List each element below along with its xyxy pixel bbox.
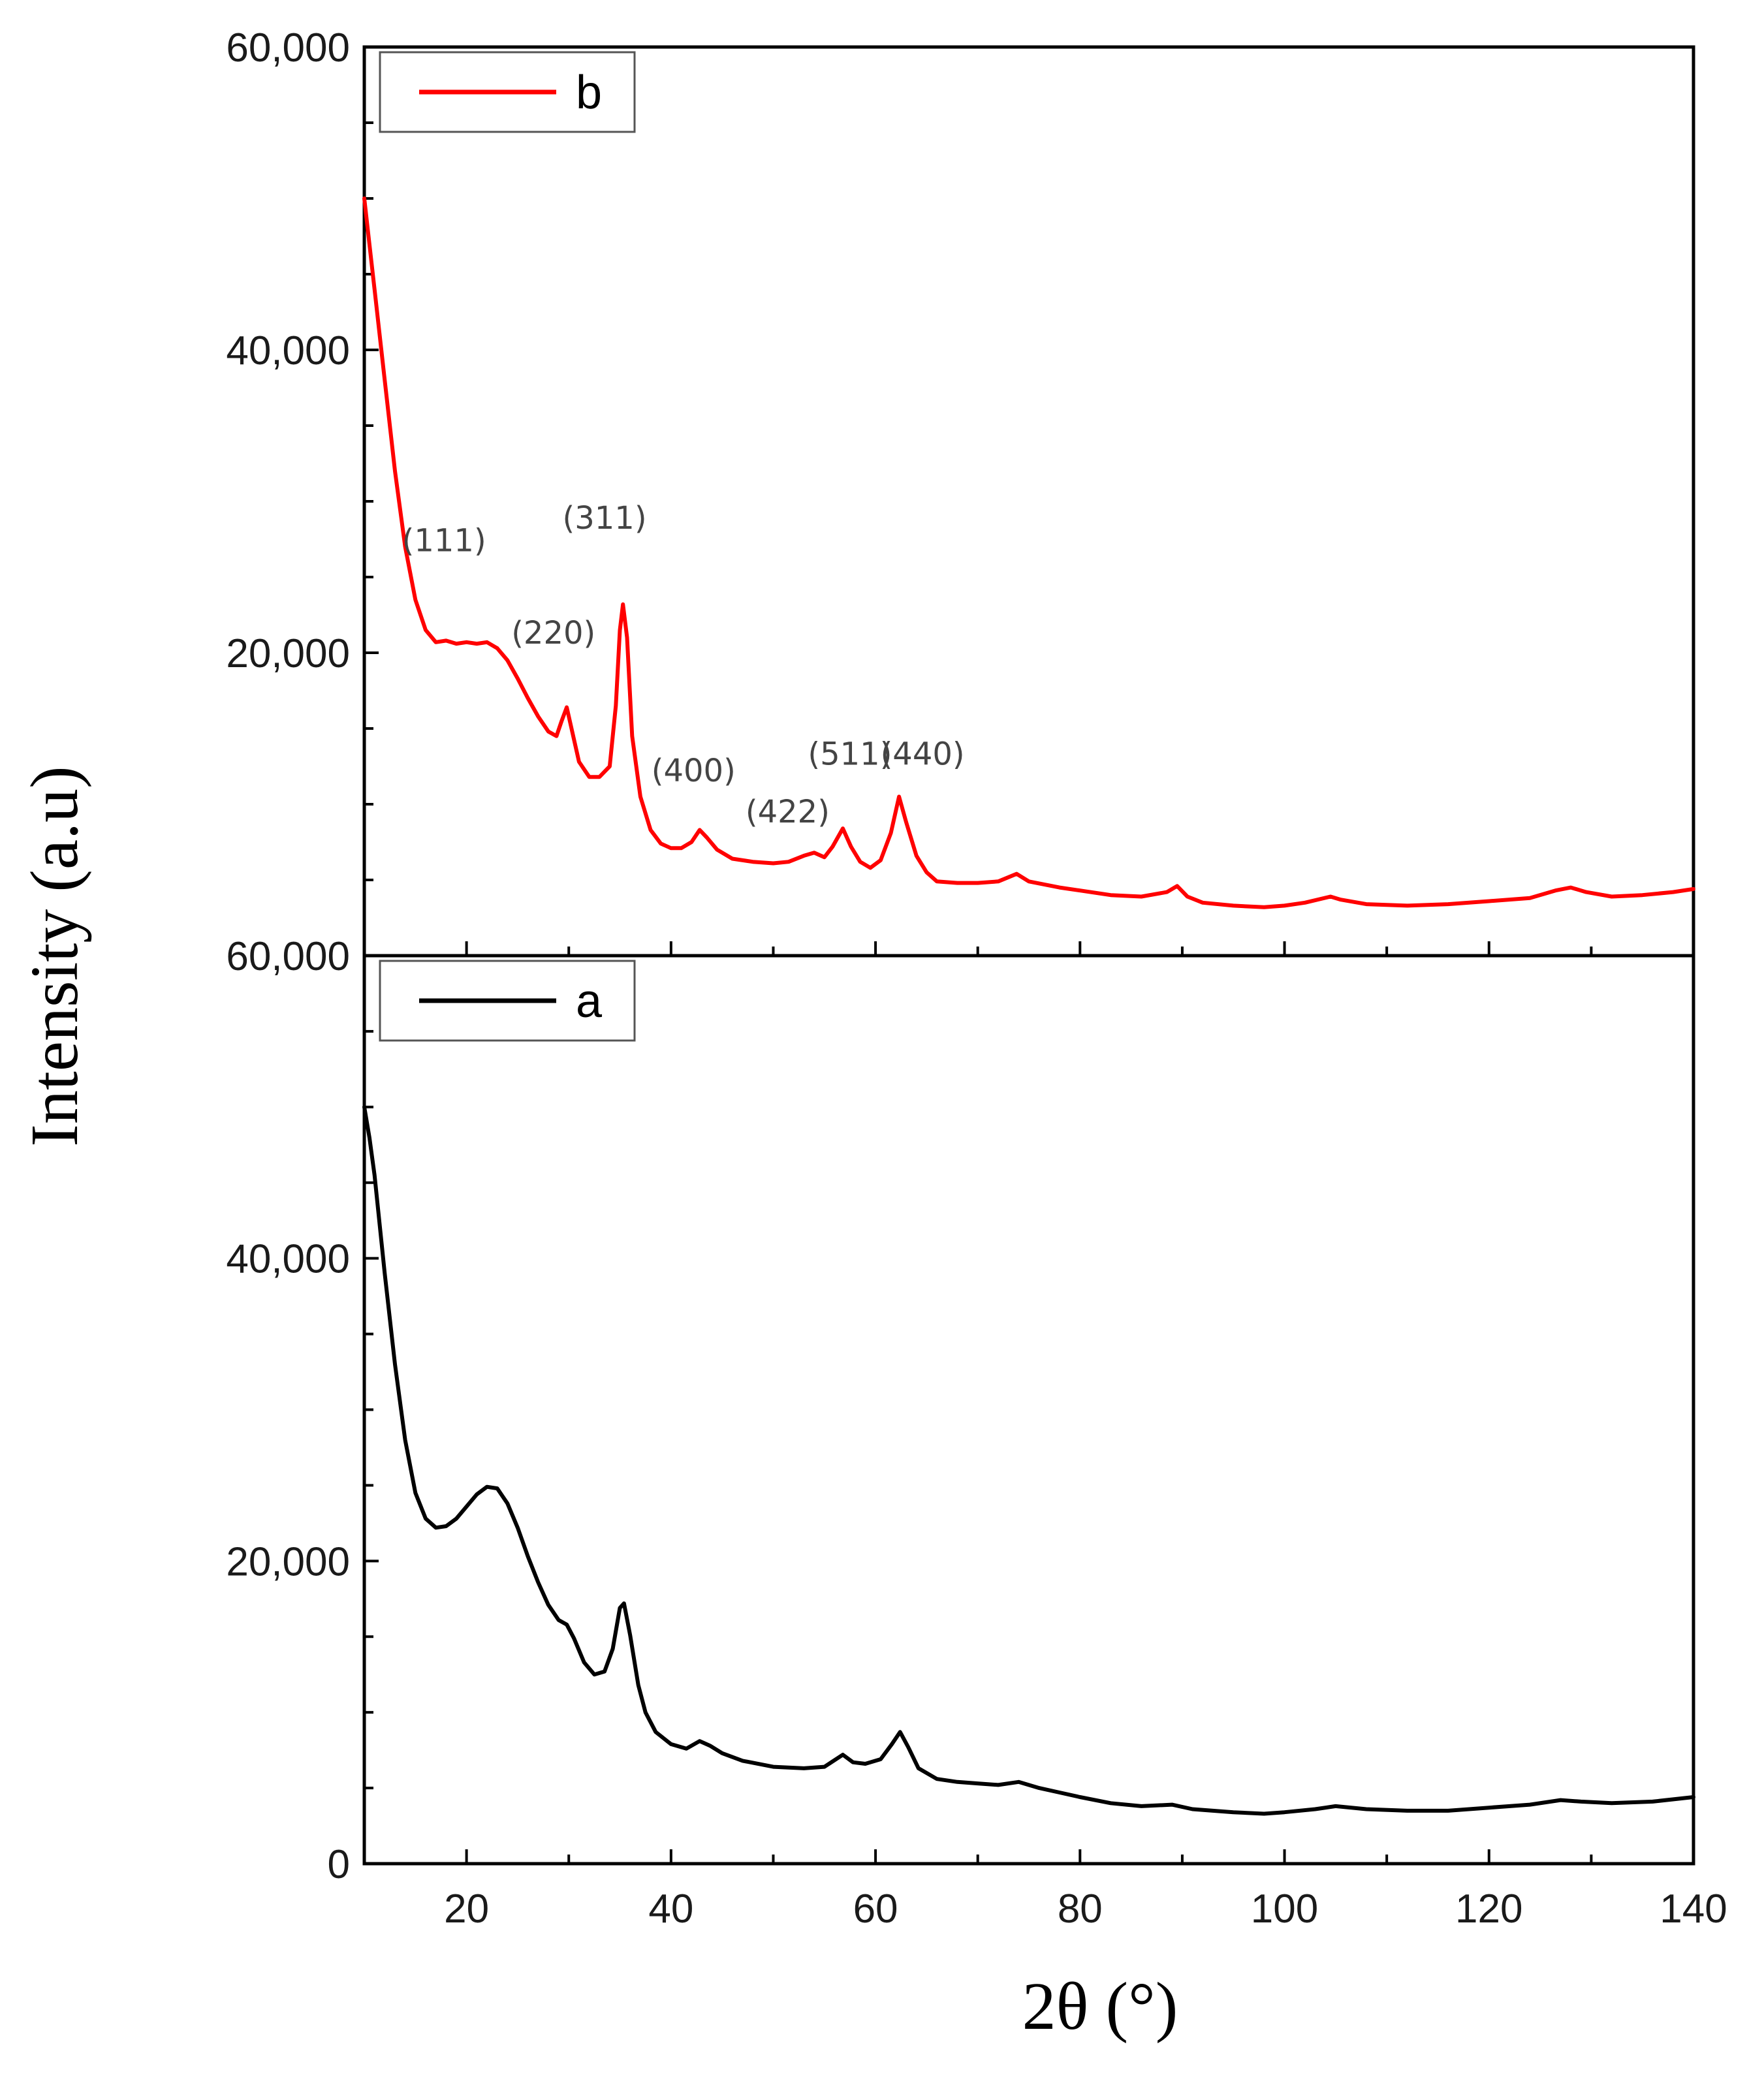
y-axis-title: Intensity (a.u) [17,766,92,1146]
y-tick-label-bottom: 20,000 [226,1539,350,1584]
y-tick-label-top: 20,000 [226,631,350,676]
x-tick-label: 140 [1660,1887,1727,1932]
x-tick-label: 80 [1058,1887,1103,1932]
x-tick-label: 100 [1251,1887,1318,1932]
y-tick-label-top: 40,000 [226,328,350,373]
panel-top: 20,000 40,000 60,000 b (111) (311) (220) (400) (… [226,25,1695,958]
legend-label-b: b [576,67,602,119]
series-line-a [362,1104,1695,1816]
peak-label: (440) [881,736,965,773]
x-tick-label: 20 [444,1887,489,1932]
peak-label: (311) [563,500,647,537]
panel-bottom: 0 20,000 40,000 60,000 a [226,934,1695,1887]
peak-label: (400) [652,753,736,789]
series-line-b [362,196,1695,909]
peak-label: (511) [808,736,892,773]
x-axis-title: 2θ (°) [1022,1969,1178,2044]
legend-label-a: a [576,975,603,1027]
x-tick-label: 120 [1455,1887,1522,1932]
y-tick-label-top: 60,000 [226,25,350,70]
y-tick-label-bottom: 40,000 [226,1237,350,1282]
y-tick-label-bottom: 60,000 [226,934,350,979]
peak-label: (111) [402,523,486,559]
x-tick-label: 40 [648,1887,693,1932]
peak-label: (220) [511,615,595,651]
peak-label: (422) [746,794,830,830]
x-tick-label: 60 [853,1887,898,1932]
y-tick-label-bottom: 0 [328,1842,350,1887]
